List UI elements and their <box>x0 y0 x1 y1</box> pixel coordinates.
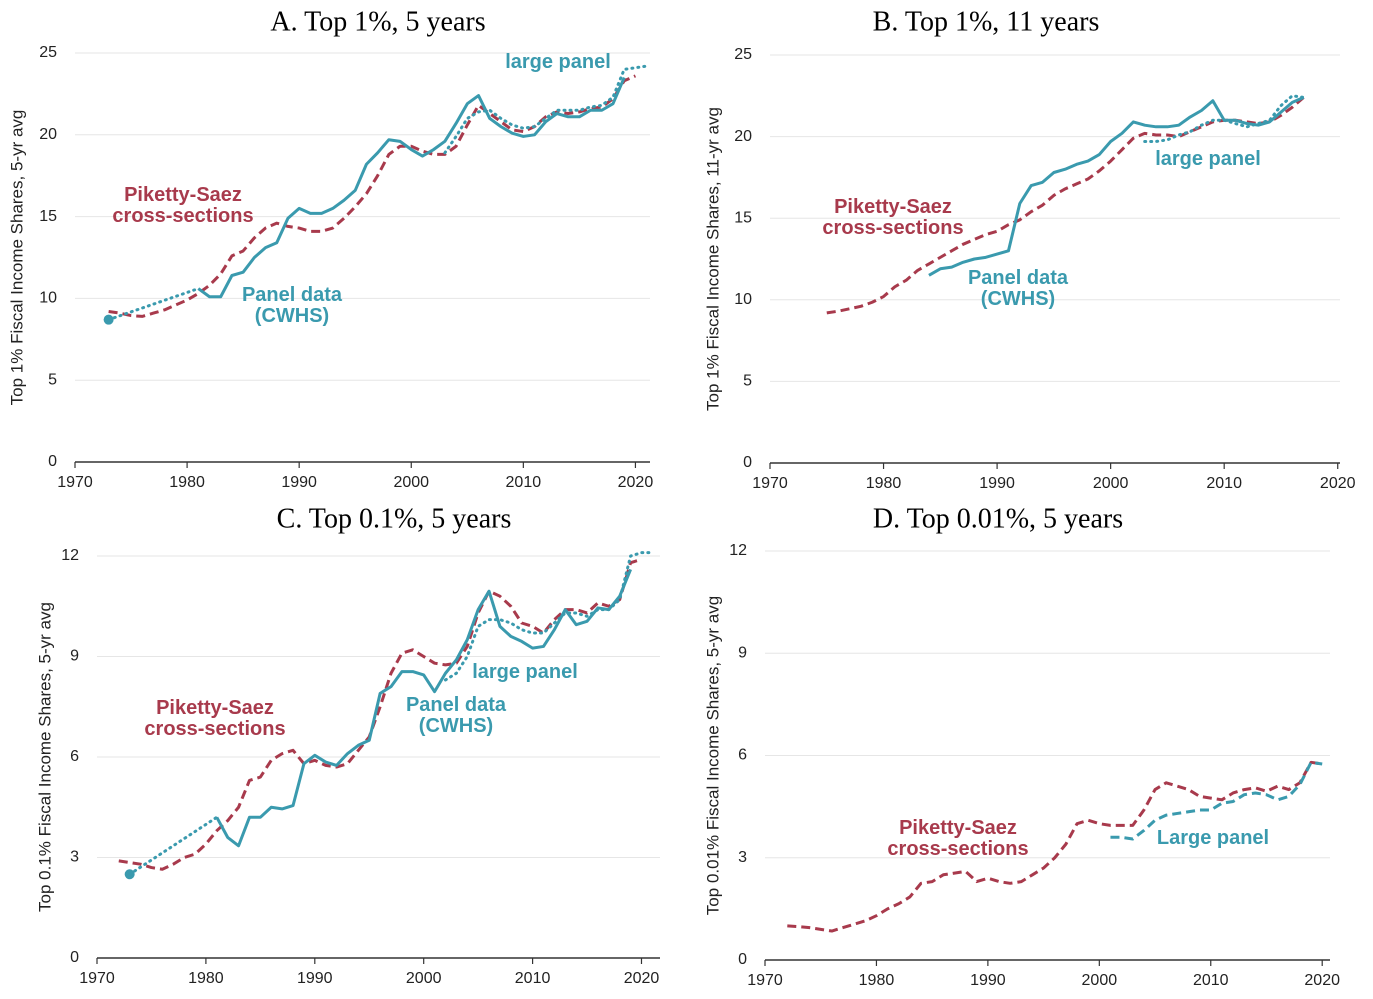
chart-title: D. Top 0.01%, 5 years <box>873 503 1123 534</box>
y-tick-label: 0 <box>48 453 57 470</box>
series-label-line: Piketty-Saez <box>834 196 952 218</box>
y-tick-label: 3 <box>738 849 747 866</box>
series-line <box>787 760 1323 933</box>
y-tick-label: 10 <box>734 291 752 308</box>
x-tick-label: 1970 <box>747 972 783 989</box>
y-tick-label: 20 <box>39 126 57 143</box>
y-tick-label: 0 <box>738 951 747 968</box>
x-tick-label: 2010 <box>1206 475 1242 492</box>
series-label-line: Piketty-Saez <box>156 697 274 719</box>
series-label: Piketty-Saez cross-sections <box>822 196 963 239</box>
series-label-line: large panel <box>505 51 611 73</box>
y-axis-label: Top 1% Fiscal Income Shares, 5-yr avg <box>7 110 26 406</box>
y-tick-label: 15 <box>39 208 57 225</box>
series-line <box>128 815 219 876</box>
series-label: Panel data (CWHS) <box>242 284 343 327</box>
chart-title: A. Top 1%, 5 years <box>270 6 485 37</box>
series-label: Large panel <box>1157 827 1269 849</box>
series-label: Panel data (CWHS) <box>406 694 507 737</box>
y-tick-label: 6 <box>70 748 79 765</box>
y-tick-label: 6 <box>738 747 747 764</box>
x-tick-label: 2000 <box>406 970 442 987</box>
x-tick-label: 2020 <box>624 970 660 987</box>
y-tick-label: 25 <box>734 46 752 63</box>
series-label-line: Piketty-Saez <box>124 184 242 206</box>
series-label-line: cross-sections <box>112 205 253 227</box>
series-label: large panel <box>505 51 611 73</box>
chart-title: B. Top 1%, 11 years <box>873 6 1100 37</box>
x-tick-label: 1980 <box>169 474 205 491</box>
x-tick-label: 2010 <box>515 970 551 987</box>
x-tick-label: 2000 <box>393 474 429 491</box>
series-line <box>1143 94 1306 143</box>
x-tick-label: 2000 <box>1082 972 1118 989</box>
series-line <box>108 74 637 318</box>
y-axis-label: Top 1% Fiscal Income Shares, 11-yr avg <box>703 107 722 411</box>
series-line <box>197 76 626 299</box>
y-tick-label: 25 <box>39 44 57 61</box>
series-label-line: Panel data <box>968 267 1069 289</box>
x-tick-label: 2020 <box>618 474 654 491</box>
series-label: large panel <box>472 661 578 683</box>
series-label: Piketty-Saez cross-sections <box>144 697 285 740</box>
y-tick-label: 10 <box>39 290 57 307</box>
y-tick-label: 0 <box>70 949 79 966</box>
y-tick-label: 9 <box>738 644 747 661</box>
series-label-line: Large panel <box>1157 827 1269 849</box>
series-line <box>107 287 200 322</box>
series-label-line: cross-sections <box>887 838 1028 860</box>
x-tick-label: 1980 <box>866 475 902 492</box>
x-tick-label: 2010 <box>1193 972 1229 989</box>
x-tick-label: 2000 <box>1093 475 1129 492</box>
x-tick-label: 1990 <box>281 474 317 491</box>
x-tick-label: 1970 <box>79 970 115 987</box>
series-label-line: (CWHS) <box>419 715 493 737</box>
series-label-line: cross-sections <box>822 217 963 239</box>
y-tick-label: 12 <box>729 542 747 559</box>
series-line <box>443 64 649 155</box>
series-label-line: large panel <box>472 661 578 683</box>
series-label: Piketty-Saez cross-sections <box>887 817 1028 860</box>
y-tick-label: 3 <box>70 849 79 866</box>
x-tick-label: 1970 <box>57 474 93 491</box>
x-tick-label: 2020 <box>1304 972 1340 989</box>
series-line <box>118 557 642 871</box>
chart-title: C. Top 0.1%, 5 years <box>277 503 512 534</box>
x-tick-label: 1980 <box>188 970 224 987</box>
x-tick-label: 2010 <box>506 474 542 491</box>
x-tick-label: 1990 <box>979 475 1015 492</box>
series-label-line: Piketty-Saez <box>899 817 1017 839</box>
series-line <box>215 568 632 848</box>
series-label-line: Panel data <box>242 284 343 306</box>
series-label-line: large panel <box>1155 148 1261 170</box>
y-tick-label: 15 <box>734 209 752 226</box>
y-tick-label: 5 <box>743 373 752 390</box>
series-label-line: (CWHS) <box>981 288 1055 310</box>
x-tick-label: 1990 <box>297 970 333 987</box>
x-tick-label: 1990 <box>970 972 1006 989</box>
series-label: Piketty-Saez cross-sections <box>112 184 253 227</box>
y-tick-label: 5 <box>48 371 57 388</box>
y-tick-label: 0 <box>743 454 752 471</box>
y-axis-label: Top 0.1% Fiscal Income Shares, 5-yr avg <box>35 602 54 912</box>
series-label-line: (CWHS) <box>255 305 329 327</box>
y-tick-label: 20 <box>734 128 752 145</box>
y-tick-label: 9 <box>70 648 79 665</box>
series-label-line: cross-sections <box>144 718 285 740</box>
point-marker <box>103 314 114 325</box>
series-line <box>1110 760 1323 841</box>
y-tick-label: 12 <box>61 547 79 564</box>
series-line <box>928 96 1305 277</box>
x-tick-label: 2020 <box>1320 475 1356 492</box>
y-axis-label: Top 0.01% Fiscal Income Shares, 5-yr avg <box>703 596 722 915</box>
series-label: large panel <box>1155 148 1261 170</box>
series-label: Panel data (CWHS) <box>968 267 1069 310</box>
x-tick-label: 1970 <box>752 475 788 492</box>
point-marker <box>124 869 135 880</box>
series-label-line: Panel data <box>406 694 507 716</box>
x-tick-label: 1980 <box>859 972 895 989</box>
series-line <box>443 551 654 682</box>
